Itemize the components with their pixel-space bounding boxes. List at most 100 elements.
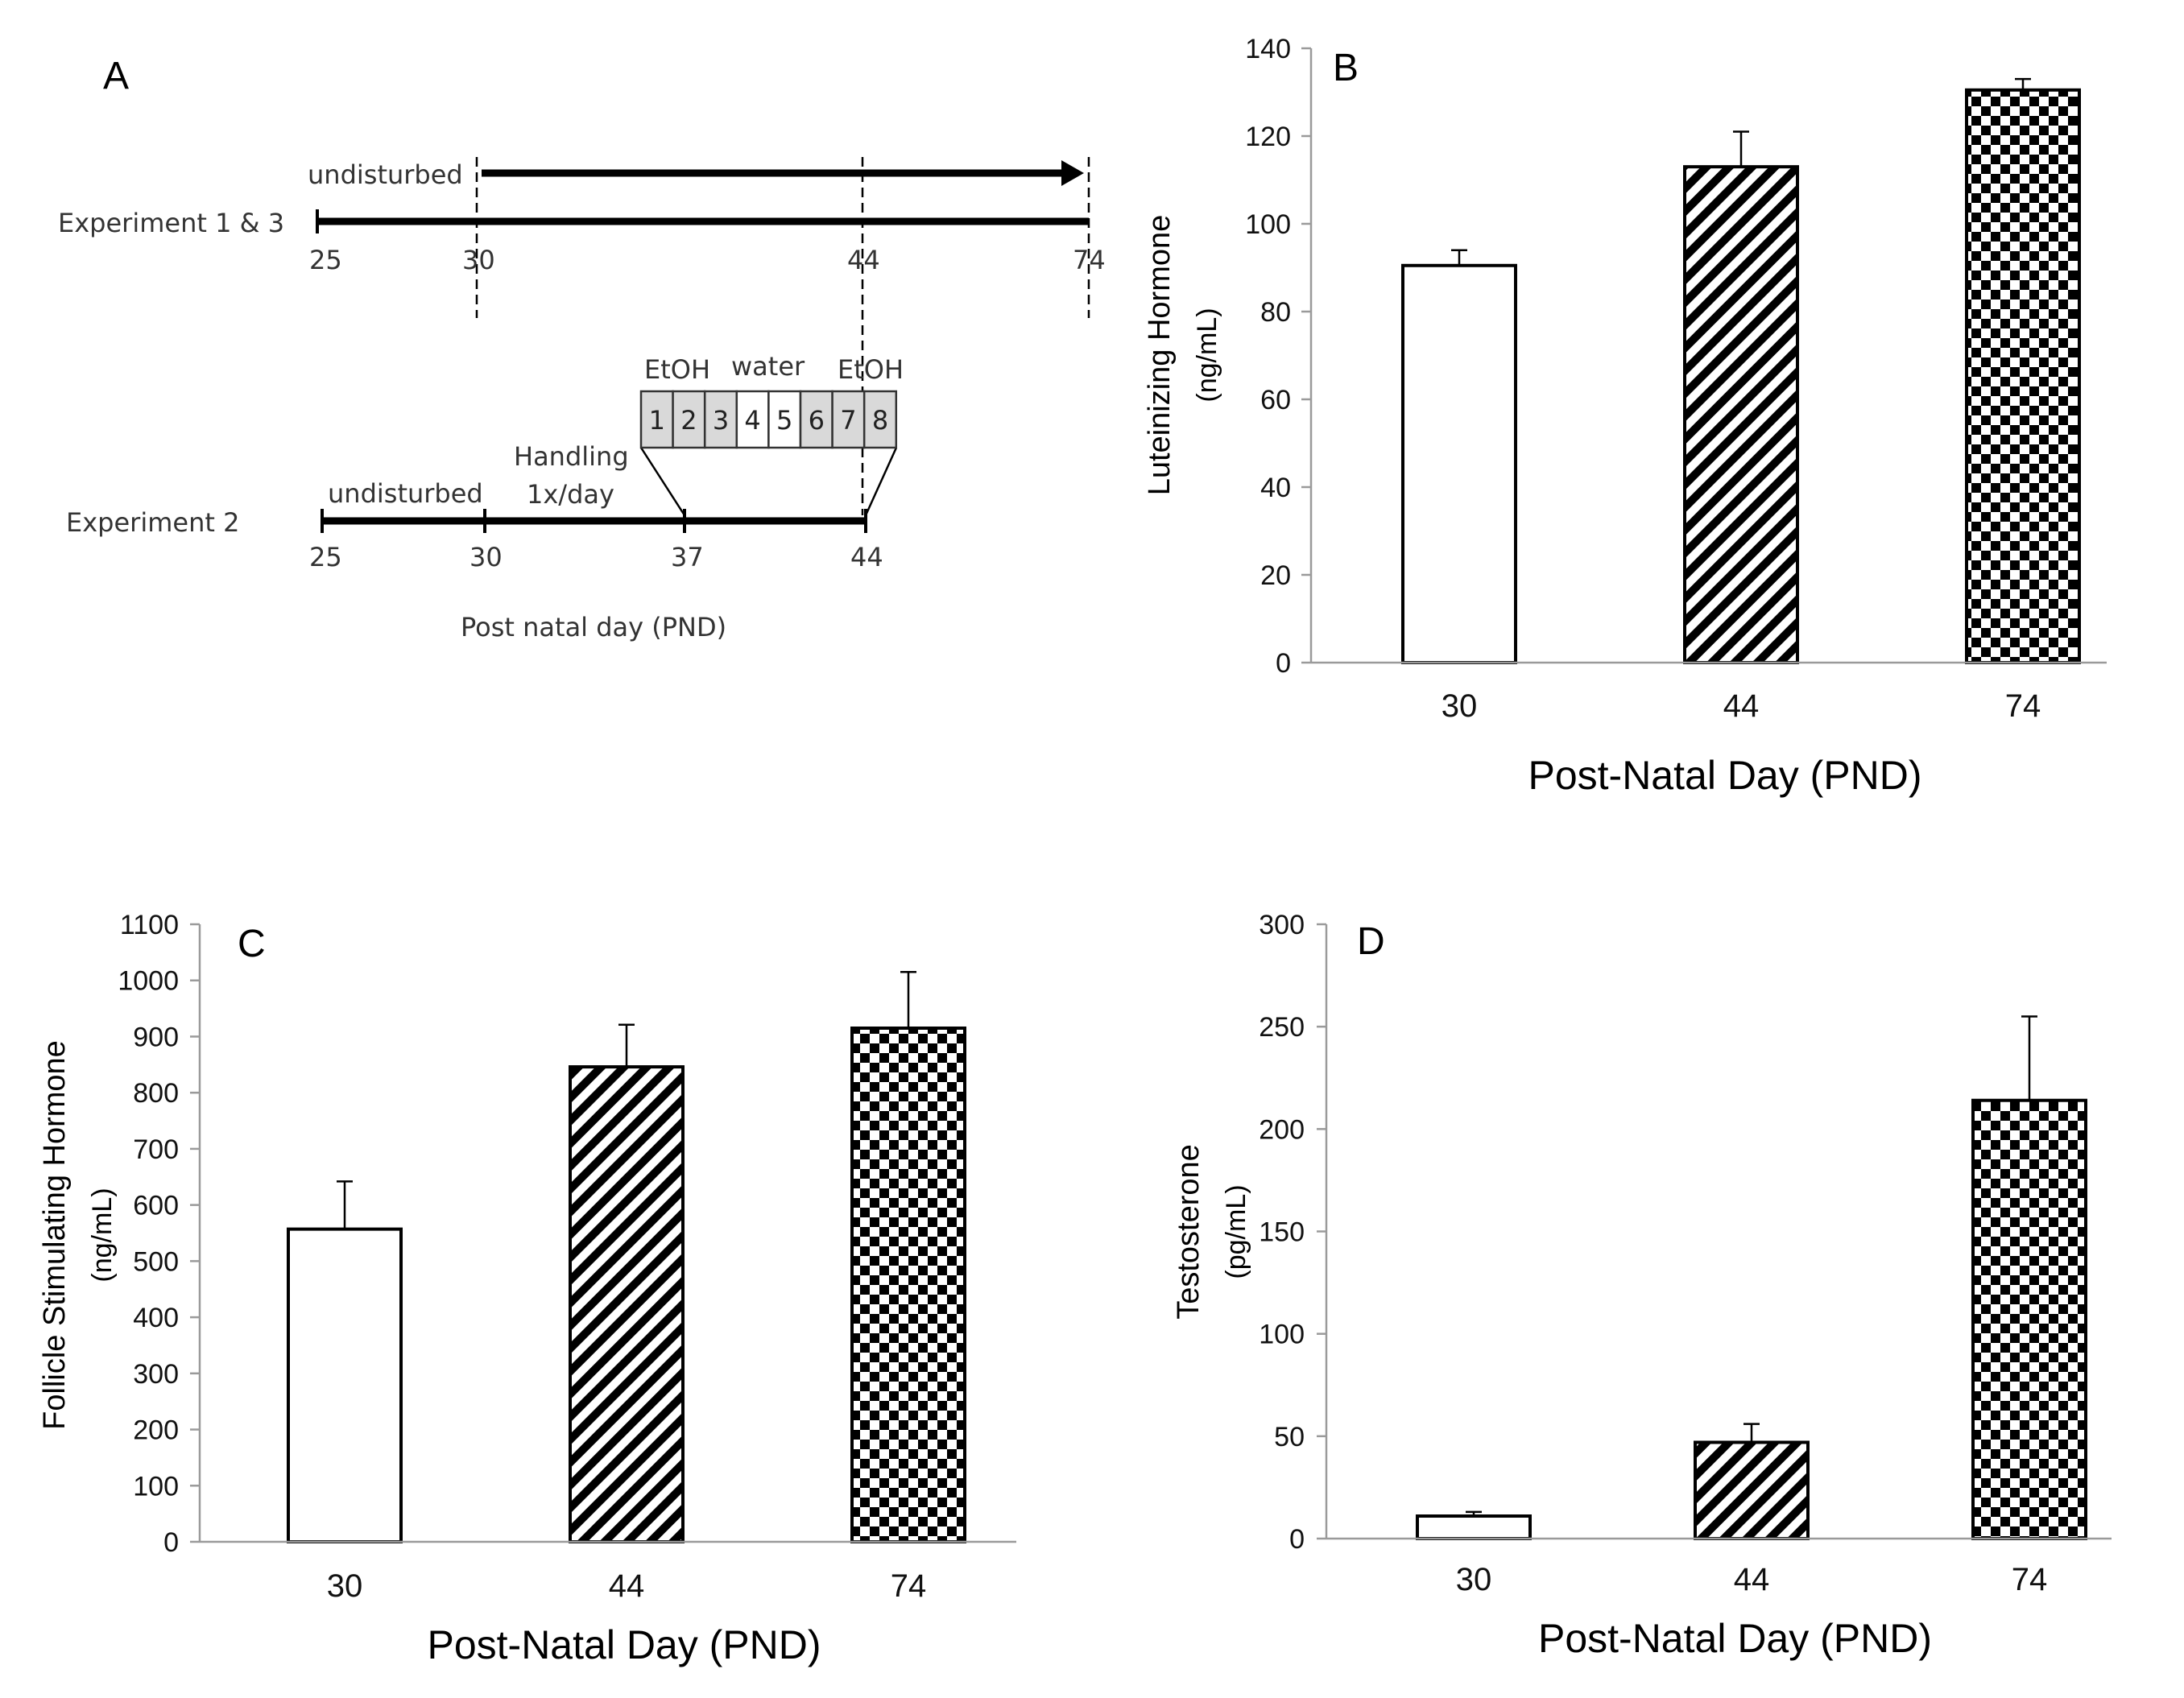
- y-tick-label-500: 500: [133, 1246, 179, 1277]
- y-tick-label-0: 0: [1289, 1524, 1305, 1555]
- x-axis-ticks: 30 44 74: [1442, 688, 2041, 724]
- exp13-label: Experiment 1 & 3: [58, 208, 284, 238]
- y-tick-label-200: 200: [133, 1415, 179, 1446]
- y-tick-label-600: 600: [133, 1191, 179, 1221]
- etoh-label-left: EtOH: [644, 354, 710, 385]
- exp13-tick-44: 44: [847, 245, 880, 275]
- x-tick-label-44: 44: [609, 1568, 645, 1604]
- y-tick-label-140: 140: [1245, 34, 1291, 64]
- y-tick-label-200: 200: [1259, 1114, 1305, 1145]
- y-tick-label-400: 400: [133, 1303, 179, 1333]
- x-tick-label-30: 30: [1442, 688, 1478, 724]
- y-axis-ticks: 0 100 200 300 400 500 600 700 800 900 1000 1100: [118, 910, 200, 1558]
- y-tick-label-800: 800: [133, 1078, 179, 1109]
- day-box-4: [735, 390, 770, 449]
- expansion-line-left: [639, 447, 686, 516]
- bar-pnd-74: [850, 1026, 966, 1543]
- exp13-tick-25: 25: [309, 245, 342, 275]
- day-box-label-2: 2: [680, 405, 697, 436]
- day-box-7: [831, 390, 866, 449]
- y-tick-label-1100: 1100: [120, 910, 179, 940]
- day-box-6: [799, 390, 833, 449]
- day-box-label-3: 3: [713, 405, 729, 436]
- day-box-label-4: 4: [744, 405, 760, 436]
- bar-series: [1401, 77, 2081, 664]
- bar-pnd-30: [1416, 1514, 1532, 1540]
- y-tick-label-250: 250: [1259, 1012, 1305, 1043]
- panel-a-label: A: [103, 55, 129, 97]
- day-box-label-1: 1: [649, 405, 665, 436]
- y-tick-label-0: 0: [1276, 648, 1291, 679]
- x-tick-label-74: 74: [891, 1568, 927, 1604]
- day-box-2: [672, 390, 706, 449]
- x-axis-label: Post-Natal Day (PND): [1538, 1616, 1932, 1661]
- exp2-tick-30: 30: [469, 542, 503, 572]
- y-tick-label-50: 50: [1274, 1422, 1305, 1452]
- y-axis-label: Luteinizing Hormone: [1143, 215, 1177, 496]
- x-tick-label-44: 44: [1734, 1562, 1770, 1597]
- exp2-handling-line1: Handling: [514, 441, 629, 472]
- y-axis-label: Testosterone: [1172, 1144, 1206, 1320]
- y-tick-label-700: 700: [133, 1134, 179, 1165]
- bar-pnd-44: [1694, 1440, 1810, 1541]
- x-tick-label-30: 30: [1456, 1562, 1492, 1597]
- y-axis-unit-label: (ng/mL): [1192, 308, 1222, 402]
- bar-pnd-30: [287, 1227, 403, 1544]
- y-axis-label: Follicle Stimulating Hormone: [38, 1040, 72, 1430]
- y-tick-label-300: 300: [1259, 910, 1305, 940]
- panel-c-label: C: [238, 923, 266, 965]
- chart-follicle-stimulating-hormone: C 0 100 200 300 400 500 600 700 800 900 1000 1100 3…: [38, 910, 1016, 1667]
- bar-series: [287, 971, 966, 1544]
- panel-d-label: D: [1357, 920, 1385, 963]
- exp13-tick-30: 30: [462, 245, 495, 275]
- bar-pnd-74: [1971, 1098, 2087, 1540]
- y-tick-label-100: 100: [1259, 1320, 1305, 1350]
- exp2-undisturbed-label: undisturbed: [328, 478, 483, 509]
- chart-testosterone: D 0 50 100 150 200 250 300 30 44 74 Testosterone…: [1172, 910, 2112, 1661]
- bar-pnd-74: [1965, 88, 2081, 664]
- exp13-undisturbed-label: undisturbed: [308, 159, 463, 190]
- y-tick-label-100: 100: [133, 1471, 179, 1502]
- exp2-handling-line2: 1x/day: [527, 479, 614, 510]
- exp2-tick-44: 44: [850, 542, 883, 572]
- bar-series: [1416, 1015, 2087, 1541]
- panel-a: A Experiment 1 & 3 undisturbed 25 30 44 …: [58, 55, 1106, 642]
- x-axis-label: Post-Natal Day (PND): [1528, 753, 1922, 798]
- y-axis-ticks: 0 50 100 150 200 250 300: [1259, 910, 1326, 1555]
- y-tick-label-80: 80: [1260, 297, 1291, 328]
- panel-a-axis-caption: Post natal day (PND): [461, 612, 726, 642]
- exp2-tick-25: 25: [309, 542, 342, 572]
- x-tick-label-74: 74: [2012, 1562, 2048, 1597]
- water-label: water: [731, 351, 805, 382]
- expansion-line-right: [864, 447, 898, 516]
- day-box-label-7: 7: [840, 405, 856, 436]
- y-tick-label-300: 300: [133, 1359, 179, 1390]
- y-tick-label-20: 20: [1260, 560, 1291, 591]
- y-axis-ticks: 0 20 40 60 80 100 120 140: [1245, 34, 1311, 679]
- day-box-8: [862, 390, 898, 449]
- etoh-label-right: EtOH: [838, 354, 904, 385]
- exp13-tick-74: 74: [1073, 245, 1106, 275]
- bar-pnd-44: [569, 1065, 685, 1543]
- x-tick-label-74: 74: [2005, 688, 2041, 724]
- y-tick-label-0: 0: [163, 1527, 179, 1558]
- bar-pnd-30: [1401, 263, 1517, 664]
- x-axis-label: Post-Natal Day (PND): [428, 1622, 821, 1667]
- day-box-label-6: 6: [809, 405, 825, 436]
- exp2-tick-37: 37: [671, 542, 704, 572]
- chart-luteinizing-hormone: B 0 20 40 60 80 100 120 140 30 44 74 Luteinizing …: [1143, 34, 2107, 798]
- y-axis-unit-label: (ng/mL): [87, 1188, 118, 1282]
- day-box-3: [703, 390, 738, 449]
- y-tick-label-900: 900: [133, 1022, 179, 1052]
- x-axis-ticks: 30 44 74: [1456, 1562, 2048, 1597]
- exp2-label: Experiment 2: [66, 507, 239, 538]
- y-tick-label-150: 150: [1259, 1217, 1305, 1248]
- day-box-5: [767, 390, 802, 449]
- y-tick-label-100: 100: [1245, 209, 1291, 240]
- day-box-label-8: 8: [872, 405, 888, 436]
- day-box-label-5: 5: [776, 405, 792, 436]
- y-tick-label-60: 60: [1260, 385, 1291, 415]
- bar-pnd-44: [1683, 165, 1799, 664]
